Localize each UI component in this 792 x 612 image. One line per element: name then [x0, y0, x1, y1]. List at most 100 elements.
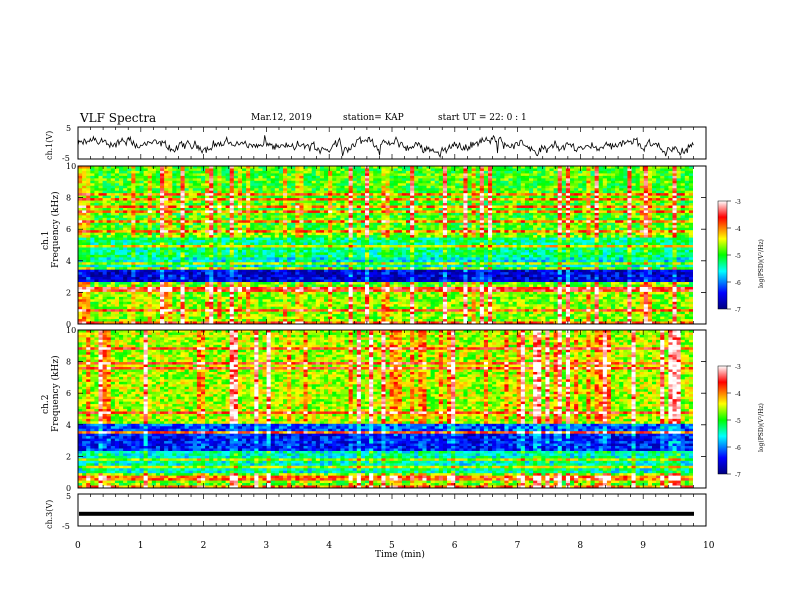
spectrogram-cell — [545, 171, 550, 174]
spectrogram-cell — [82, 178, 87, 181]
spectrogram-cell — [488, 240, 493, 243]
spectrogram-cell — [677, 188, 682, 191]
spectrogram-cell — [566, 178, 571, 181]
spectrogram-cell — [140, 218, 145, 221]
spectrogram-cell — [648, 210, 653, 213]
spectrogram-cell — [500, 196, 505, 199]
spectrogram-cell — [468, 238, 473, 241]
spectrogram-cell — [148, 183, 153, 186]
spectrogram-cell — [254, 220, 258, 223]
spectrogram-cell — [455, 240, 460, 243]
spectrogram-cell — [316, 173, 321, 176]
spectrogram-cell — [160, 238, 165, 241]
spectrogram-cell — [254, 218, 258, 221]
spectrogram-cell — [619, 215, 624, 218]
spectrogram-cell — [689, 193, 694, 196]
spectrogram-cell — [144, 188, 149, 191]
spectrogram-cell — [504, 176, 509, 179]
spectrogram-cell — [332, 196, 337, 199]
spectrogram-cell — [201, 176, 206, 179]
spectrogram-cell — [504, 178, 509, 181]
spectrogram-cell — [369, 168, 374, 171]
spectrogram-cell — [119, 240, 124, 243]
spectrogram-cell — [156, 178, 161, 181]
spectrogram-cell — [381, 230, 386, 233]
spectrogram-cell — [554, 181, 559, 184]
spectrogram-cell — [328, 183, 333, 186]
spectrogram-cell — [94, 203, 99, 206]
spectrogram-cell — [668, 218, 673, 221]
spectrogram-cell — [476, 191, 481, 194]
spectrogram-cell — [644, 181, 649, 184]
spectrogram-cell — [156, 198, 161, 201]
spectrogram-cell — [172, 233, 177, 236]
spectrogram-cell — [533, 228, 538, 231]
spectrogram-cell — [140, 173, 145, 176]
spectrogram-cell — [513, 196, 518, 199]
spectrogram-cell — [242, 168, 247, 171]
spectrogram-cell — [135, 230, 140, 233]
spectrogram-cell — [443, 171, 448, 174]
spectrogram-cell — [656, 193, 661, 196]
spectrogram-cell — [369, 191, 374, 194]
spectrogram-cell — [533, 210, 538, 213]
spectrogram-cell — [586, 188, 591, 191]
spectrogram-cell — [263, 233, 268, 236]
spectrogram-cell — [304, 233, 309, 236]
spectrogram-cell — [131, 188, 136, 191]
spectrogram-cell — [283, 230, 288, 233]
spectrogram-cell — [82, 210, 87, 213]
spectrogram-cell — [345, 210, 350, 213]
spectrogram-cell — [213, 218, 218, 221]
spectrogram-cell — [99, 233, 104, 236]
spectrogram-cell — [488, 198, 493, 201]
spectrogram-cell — [619, 191, 624, 194]
spectrogram-cell — [222, 201, 227, 204]
spectrogram-cell — [472, 198, 477, 201]
spectrogram-cell — [90, 235, 95, 238]
spectrogram-cell — [648, 206, 653, 209]
spectrogram-cell — [140, 191, 145, 194]
spectrogram-cell — [135, 233, 140, 236]
spectrogram-cell — [172, 206, 177, 209]
spectrogram-cell — [246, 228, 251, 231]
spectrogram-cell — [619, 193, 624, 196]
spectrogram-cell — [476, 225, 481, 228]
spectrogram-cell — [496, 235, 501, 238]
spectrogram-cell — [578, 215, 583, 218]
spectrogram-cell — [213, 228, 218, 231]
spectrogram-cell — [361, 178, 366, 181]
spectrogram-cell — [148, 206, 153, 209]
spectrogram-cell — [78, 203, 83, 206]
spectrogram-cell — [201, 208, 206, 211]
spectrogram-cell — [230, 225, 235, 228]
spectrogram-cell — [185, 228, 190, 231]
spectrogram-cell — [615, 218, 620, 221]
spectrogram-cell — [86, 168, 91, 171]
spectrogram-cell — [144, 218, 149, 221]
spectrogram-cell — [689, 186, 694, 189]
spectrogram-cell — [275, 201, 280, 204]
spectrogram-cell — [689, 225, 694, 228]
spectrogram-cell — [279, 186, 284, 189]
spectrogram-cell — [463, 188, 468, 191]
spectrogram-cell — [308, 233, 313, 236]
spectrogram-cell — [381, 181, 386, 184]
spectrogram-cell — [295, 173, 300, 176]
spectrogram-cell — [537, 215, 542, 218]
spectrogram-cell — [599, 215, 604, 218]
spectrogram-cell — [213, 171, 218, 174]
spectrogram-cell — [357, 186, 362, 189]
spectrogram-cell — [156, 176, 161, 179]
spectrogram-cell — [595, 210, 600, 213]
spectrogram-cell — [103, 198, 108, 201]
spectrogram-cell — [271, 218, 276, 221]
spectrogram-cell — [591, 233, 596, 236]
spectrogram-cell — [418, 230, 423, 233]
spectrogram-cell — [308, 201, 313, 204]
spectrogram-cell — [361, 176, 366, 179]
spectrogram-cell — [304, 213, 309, 216]
spectrogram-cell — [361, 228, 366, 231]
spectrogram-cell — [496, 193, 501, 196]
spectrogram-cell — [324, 176, 329, 179]
